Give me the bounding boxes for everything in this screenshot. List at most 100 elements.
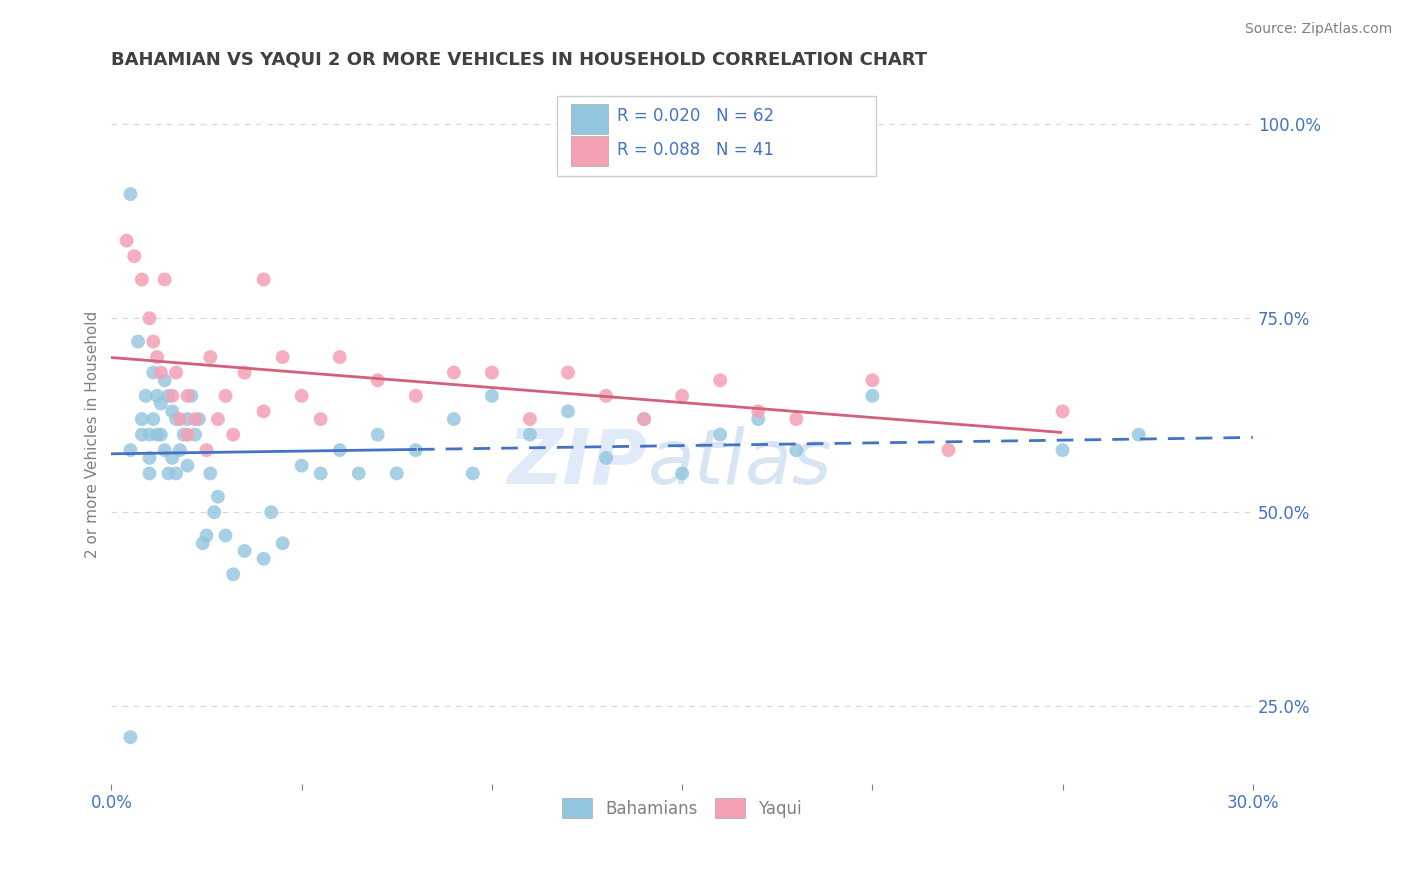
Point: [747, 412, 769, 426]
Point: [557, 366, 579, 380]
Point: [443, 412, 465, 426]
Point: [309, 412, 332, 426]
Point: [142, 334, 165, 349]
Point: [142, 412, 165, 426]
Point: [519, 427, 541, 442]
Point: [709, 373, 731, 387]
Point: [461, 467, 484, 481]
FancyBboxPatch shape: [571, 136, 607, 166]
Point: [938, 443, 960, 458]
Point: [519, 412, 541, 426]
Point: [671, 467, 693, 481]
Point: [367, 373, 389, 387]
Point: [162, 450, 184, 465]
Point: [135, 389, 157, 403]
Point: [233, 366, 256, 380]
Point: [207, 490, 229, 504]
Point: [207, 412, 229, 426]
Point: [367, 427, 389, 442]
Point: [202, 505, 225, 519]
Point: [176, 412, 198, 426]
Point: [329, 443, 352, 458]
Point: [860, 389, 883, 403]
Point: [633, 412, 655, 426]
Point: [252, 404, 274, 418]
Point: [195, 443, 218, 458]
Point: [252, 551, 274, 566]
Point: [162, 389, 184, 403]
Point: [1052, 443, 1074, 458]
Point: [165, 467, 187, 481]
Point: [157, 389, 180, 403]
Point: [131, 427, 153, 442]
Point: [1052, 404, 1074, 418]
Point: [165, 366, 187, 380]
Point: [176, 389, 198, 403]
Point: [291, 389, 314, 403]
Point: [165, 412, 187, 426]
Point: [157, 467, 180, 481]
Legend: Bahamians, Yaqui: Bahamians, Yaqui: [555, 792, 808, 824]
Point: [309, 467, 332, 481]
Point: [271, 350, 294, 364]
Point: [195, 528, 218, 542]
Point: [329, 350, 352, 364]
Point: [131, 272, 153, 286]
Point: [222, 567, 245, 582]
Text: Source: ZipAtlas.com: Source: ZipAtlas.com: [1244, 22, 1392, 37]
Point: [184, 427, 207, 442]
Point: [709, 427, 731, 442]
FancyBboxPatch shape: [571, 104, 607, 134]
Point: [180, 389, 202, 403]
Point: [385, 467, 408, 481]
Point: [153, 373, 176, 387]
Point: [184, 412, 207, 426]
Point: [115, 234, 138, 248]
Y-axis label: 2 or more Vehicles in Household: 2 or more Vehicles in Household: [86, 311, 100, 558]
Point: [153, 272, 176, 286]
Point: [146, 389, 169, 403]
Point: [191, 536, 214, 550]
Point: [200, 467, 222, 481]
Point: [785, 412, 807, 426]
Point: [122, 249, 145, 263]
Point: [176, 427, 198, 442]
Point: [595, 450, 617, 465]
Point: [347, 467, 370, 481]
Point: [149, 396, 172, 410]
Point: [260, 505, 283, 519]
Text: R = 0.020   N = 62: R = 0.020 N = 62: [617, 106, 775, 125]
Point: [120, 187, 142, 202]
Point: [187, 412, 209, 426]
Point: [1128, 427, 1150, 442]
Point: [127, 334, 149, 349]
Point: [633, 412, 655, 426]
Point: [233, 544, 256, 558]
Point: [443, 366, 465, 380]
Point: [146, 427, 169, 442]
Point: [169, 412, 191, 426]
Point: [557, 404, 579, 418]
Text: atlas: atlas: [648, 425, 832, 500]
Point: [405, 389, 427, 403]
Text: R = 0.088   N = 41: R = 0.088 N = 41: [617, 141, 775, 159]
Point: [149, 427, 172, 442]
Point: [142, 366, 165, 380]
Point: [291, 458, 314, 473]
Text: ZIP: ZIP: [508, 425, 648, 500]
Point: [153, 443, 176, 458]
Point: [214, 528, 236, 542]
Point: [138, 467, 160, 481]
Point: [214, 389, 236, 403]
Point: [252, 272, 274, 286]
Point: [481, 366, 503, 380]
Point: [405, 443, 427, 458]
Point: [169, 443, 191, 458]
Point: [138, 450, 160, 465]
Point: [860, 373, 883, 387]
Point: [176, 458, 198, 473]
Point: [149, 366, 172, 380]
Point: [138, 311, 160, 326]
Point: [595, 389, 617, 403]
Point: [271, 536, 294, 550]
